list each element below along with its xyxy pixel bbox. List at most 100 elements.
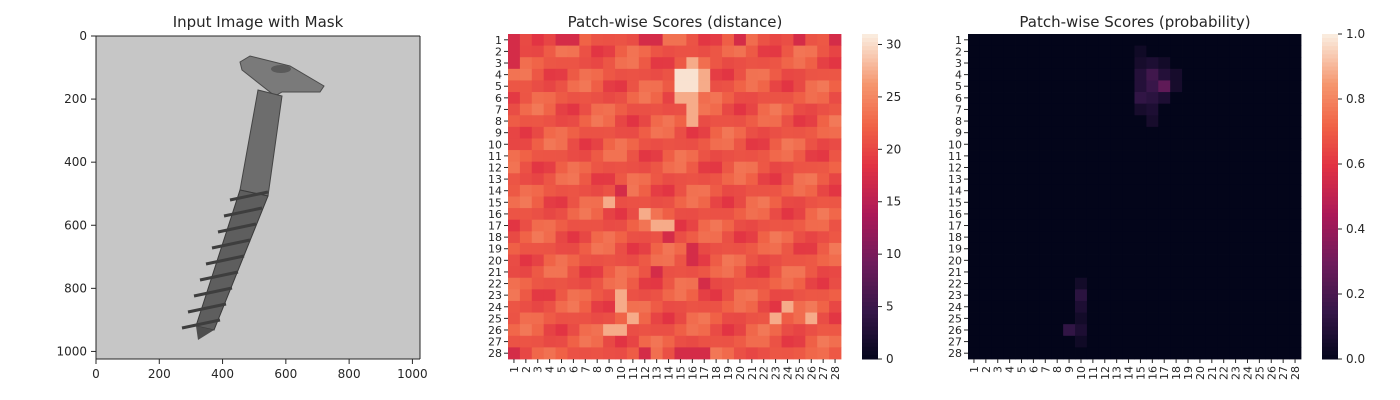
heatmap-cell: [603, 150, 616, 163]
heatmap-cell: [579, 335, 592, 348]
heatmap-cell: [968, 242, 981, 255]
heatmap-cell: [531, 289, 545, 302]
heatmap-cell: [650, 103, 663, 116]
heatmap-cell: [519, 150, 533, 163]
heatmap-cell: [722, 126, 735, 139]
heatmap-cell: [567, 277, 580, 290]
heatmap-cell: [1170, 68, 1183, 81]
heatmap-cell: [555, 324, 568, 337]
colorbar-segment: [862, 273, 878, 279]
colorbar-segment: [862, 302, 878, 307]
heatmap-cell: [591, 161, 604, 174]
heatmap-cell: [1265, 208, 1278, 221]
x-tick-label: 6: [1027, 366, 1040, 373]
heatmap-cell: [1170, 277, 1183, 290]
heatmap-cell: [1193, 208, 1207, 221]
y-tick-label: 16: [488, 208, 502, 221]
heatmap-cell: [1146, 80, 1159, 93]
heatmap-cell: [1015, 254, 1028, 267]
heatmap-cell: [567, 184, 580, 197]
y-tick-label: 21: [948, 266, 962, 279]
heatmap-cell: [1253, 68, 1266, 81]
heatmap-cell: [698, 254, 711, 267]
heatmap-cell: [615, 45, 628, 58]
heatmap-cell: [1015, 266, 1028, 279]
heatmap-cell: [519, 68, 533, 81]
colorbar-tick-label: 20: [886, 142, 901, 156]
y-tick-label: 25: [488, 312, 502, 325]
heatmap-cell: [1289, 80, 1302, 93]
colorbar-segment: [1322, 314, 1338, 319]
heatmap-cell: [1063, 277, 1076, 290]
heatmap-cell: [662, 68, 675, 81]
heatmap-cell: [793, 231, 806, 244]
heatmap-cell: [733, 57, 747, 70]
heatmap-cell: [508, 266, 521, 279]
heatmap-cell: [1015, 324, 1028, 337]
heatmap-cell: [1277, 161, 1290, 174]
colorbar-segment: [1322, 164, 1338, 169]
heatmap-cell: [1122, 277, 1135, 290]
colorbar-segment: [1322, 224, 1338, 230]
y-tick-label: 24: [488, 301, 502, 314]
heatmap-cell: [603, 324, 616, 337]
heatmap-cell: [805, 266, 818, 279]
heatmap-cell: [1051, 138, 1064, 151]
heatmap-cell: [817, 208, 830, 221]
heatmap-cell: [979, 347, 993, 360]
heatmap-cell: [1253, 57, 1266, 70]
heatmap-cell: [1075, 266, 1088, 279]
heatmap-cell: [710, 126, 723, 139]
heatmap-cell: [615, 300, 628, 313]
heatmap-cell: [829, 92, 842, 105]
heatmap-cell: [1075, 103, 1088, 116]
heatmap-cell: [531, 126, 545, 139]
heatmap-cell: [1146, 254, 1159, 267]
y-tick-label: 1: [495, 34, 502, 47]
heatmap-cell: [1158, 138, 1171, 151]
heatmap-cell: [650, 242, 663, 255]
heatmap-cell: [519, 103, 533, 116]
heatmap-cell: [968, 126, 981, 139]
heatmap-cell: [555, 289, 568, 302]
heatmap-cell: [1098, 196, 1112, 209]
heatmap-cell: [674, 208, 687, 221]
heatmap-cell: [662, 254, 675, 267]
heatmap-cell: [698, 324, 711, 337]
colorbar-segment: [862, 180, 878, 185]
heatmap-cell: [638, 150, 652, 163]
heatmap-cell: [1158, 219, 1171, 232]
heatmap-cell: [793, 103, 806, 116]
heatmap-cell: [817, 289, 830, 302]
colorbar-segment: [862, 135, 878, 141]
heatmap-cell: [698, 150, 711, 163]
heatmap-cell: [1063, 219, 1076, 232]
heatmap-cell: [1063, 80, 1076, 93]
heatmap-cell: [979, 254, 993, 267]
heatmap-cell: [968, 138, 981, 151]
heatmap-cell: [1086, 161, 1100, 174]
heatmap-cell: [638, 335, 652, 348]
heatmap-cell: [1182, 57, 1195, 70]
heatmap-cell: [531, 161, 545, 174]
heatmap-cell: [1170, 208, 1183, 221]
heatmap-cell: [968, 45, 981, 58]
heatmap-cell: [626, 231, 640, 244]
heatmap-cell: [1027, 92, 1040, 105]
heatmap-cell: [1193, 324, 1207, 337]
colorbar-tick-label: 0.8: [1346, 92, 1365, 106]
heatmap-cell: [1158, 150, 1171, 163]
heatmap-cell: [579, 57, 592, 70]
heatmap-cell: [1217, 242, 1231, 255]
heatmap-cell: [1241, 266, 1254, 279]
heatmap-cell: [686, 68, 699, 81]
heatmap-cell: [1110, 126, 1123, 139]
heatmap-cell: [817, 300, 830, 313]
colorbar-segment: [1322, 99, 1338, 104]
heatmap-cell: [1229, 80, 1242, 93]
colorbar-segment: [1322, 70, 1338, 76]
heatmap-cell: [1229, 219, 1242, 232]
heatmap-cell: [1063, 335, 1076, 348]
heatmap-cell: [555, 103, 568, 116]
heatmap-cell: [1253, 324, 1266, 337]
